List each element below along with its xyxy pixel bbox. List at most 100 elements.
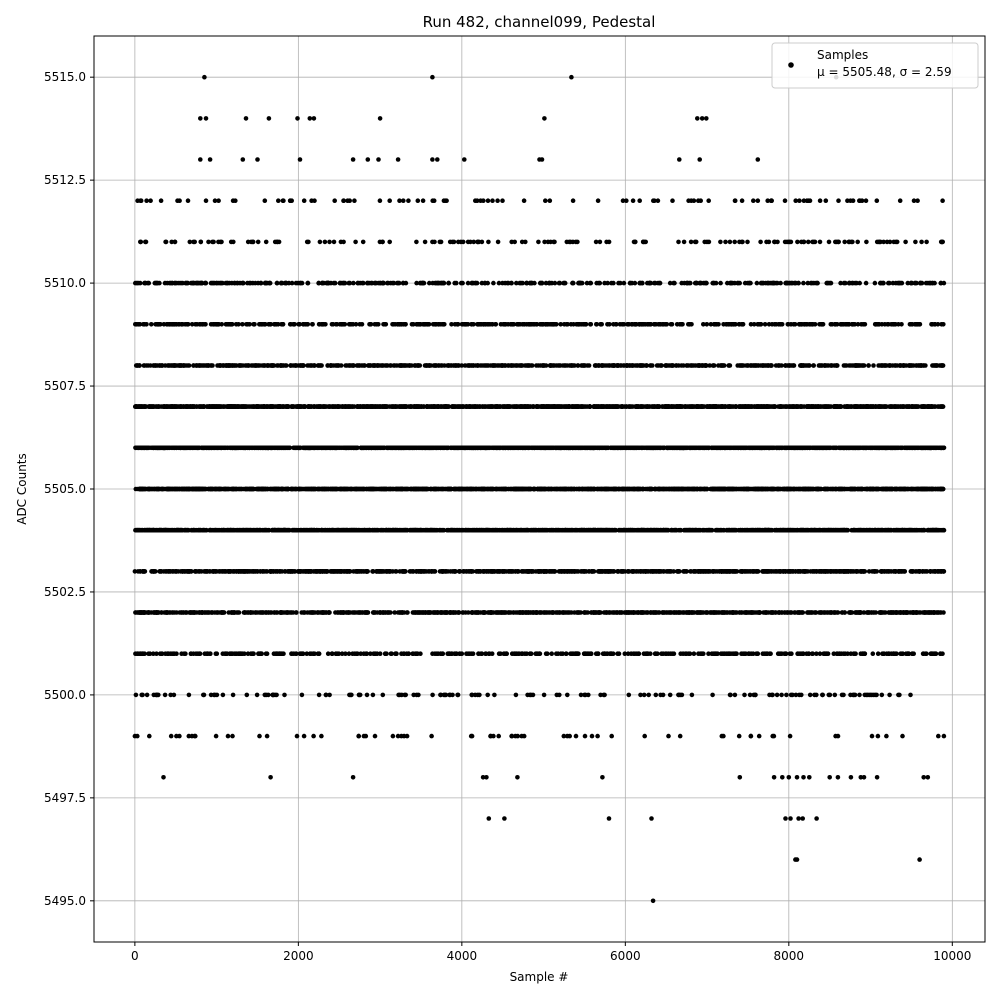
data-point xyxy=(380,569,386,574)
data-point xyxy=(881,651,887,656)
data-point xyxy=(146,651,151,656)
data-point xyxy=(407,569,413,574)
data-point xyxy=(938,651,943,656)
data-point xyxy=(230,733,235,739)
data-point xyxy=(686,610,692,615)
data-point xyxy=(232,527,238,533)
data-point xyxy=(711,610,717,615)
data-point xyxy=(390,733,396,739)
data-point xyxy=(726,651,732,656)
data-point xyxy=(162,692,168,698)
data-point xyxy=(730,610,736,615)
data-point xyxy=(304,651,310,656)
data-point xyxy=(800,610,805,615)
data-point xyxy=(173,569,179,574)
data-point xyxy=(164,569,170,574)
data-point xyxy=(172,651,177,656)
data-point xyxy=(411,610,416,615)
data-point xyxy=(682,569,687,574)
data-point xyxy=(779,692,784,698)
data-point xyxy=(817,527,822,533)
data-point xyxy=(706,569,712,574)
data-point xyxy=(371,527,377,533)
data-point xyxy=(177,610,182,615)
data-point xyxy=(865,692,871,698)
data-point xyxy=(605,569,611,574)
data-point xyxy=(872,527,878,533)
data-point xyxy=(187,610,193,615)
data-point xyxy=(136,527,141,533)
data-point xyxy=(483,651,489,656)
data-point xyxy=(484,527,490,533)
data-point xyxy=(567,733,572,739)
data-point xyxy=(733,651,739,656)
data-point xyxy=(524,651,529,656)
data-point xyxy=(370,692,376,698)
data-point xyxy=(477,527,483,533)
data-point xyxy=(430,692,435,698)
data-point xyxy=(407,527,413,533)
data-point xyxy=(621,569,626,574)
data-point xyxy=(582,610,588,615)
data-point xyxy=(358,651,364,656)
data-point xyxy=(459,527,465,533)
data-point xyxy=(544,569,550,574)
data-point xyxy=(344,610,350,615)
data-point xyxy=(415,610,421,615)
data-point xyxy=(852,692,858,698)
data-point xyxy=(300,651,306,656)
data-point xyxy=(268,569,274,574)
data-point xyxy=(476,651,482,656)
data-point xyxy=(626,692,632,698)
data-point xyxy=(541,692,547,698)
data-point xyxy=(434,651,440,656)
data-point xyxy=(777,610,782,615)
data-point xyxy=(775,569,780,574)
data-point xyxy=(923,651,928,656)
data-point xyxy=(242,651,247,656)
data-point xyxy=(549,610,555,615)
data-point xyxy=(386,569,392,574)
data-point xyxy=(316,610,321,615)
data-point xyxy=(583,692,588,698)
data-point xyxy=(529,569,534,574)
data-point xyxy=(706,651,711,656)
data-point xyxy=(844,527,850,533)
data-point xyxy=(784,692,789,698)
data-point xyxy=(515,610,520,615)
data-point xyxy=(179,569,185,574)
data-point xyxy=(440,651,446,656)
data-point xyxy=(230,610,235,615)
data-point xyxy=(534,610,540,615)
data-point xyxy=(154,610,159,615)
data-point xyxy=(784,527,790,533)
data-point xyxy=(251,527,257,533)
data-point xyxy=(575,610,580,615)
data-point xyxy=(441,692,447,698)
data-point xyxy=(335,569,341,574)
data-point xyxy=(495,569,501,574)
data-point xyxy=(804,527,809,533)
data-point xyxy=(835,733,841,739)
data-point xyxy=(392,610,398,615)
data-point xyxy=(520,569,526,574)
data-point xyxy=(570,527,576,533)
data-point xyxy=(719,733,725,739)
data-point xyxy=(324,569,330,574)
data-point xyxy=(301,733,307,739)
data-point xyxy=(513,692,519,698)
data-point xyxy=(695,527,701,533)
data-point xyxy=(582,651,588,656)
data-point xyxy=(833,527,839,533)
data-point xyxy=(311,733,316,739)
data-point xyxy=(574,569,580,574)
data-point xyxy=(559,527,565,533)
data-point xyxy=(516,651,522,656)
data-point xyxy=(645,527,651,533)
data-point xyxy=(688,569,694,574)
data-point xyxy=(262,569,267,574)
data-point xyxy=(504,651,509,656)
data-point xyxy=(266,527,272,533)
data-point xyxy=(310,651,316,656)
data-point xyxy=(192,733,197,739)
